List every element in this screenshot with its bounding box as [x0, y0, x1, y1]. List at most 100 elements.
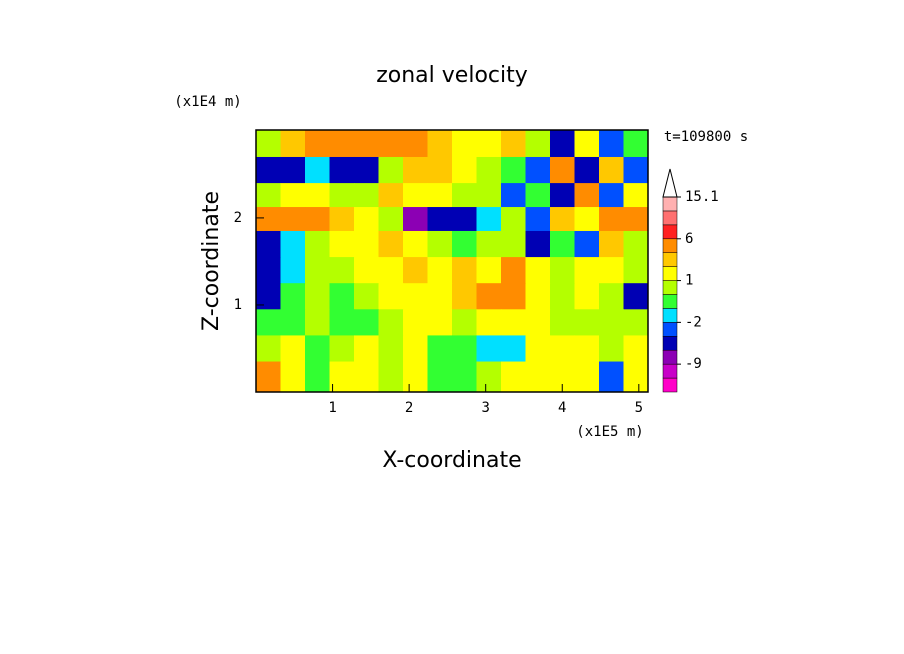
contour-cell: [599, 156, 624, 184]
contour-cell: [623, 309, 649, 336]
colorbar-swatch: [662, 252, 678, 267]
contour-cell: [256, 130, 281, 158]
contour-cell: [574, 156, 600, 184]
contour-cell: [574, 207, 600, 232]
contour-cell: [452, 183, 477, 208]
contour-cell: [427, 207, 453, 232]
contour-cell: [280, 156, 306, 184]
contour-cell: [574, 309, 600, 336]
contour-cell: [427, 309, 453, 336]
contour-cell: [427, 130, 453, 158]
contour-cell: [550, 156, 575, 184]
contour-cell: [476, 230, 502, 258]
contour-cell: [525, 207, 551, 232]
contour-cell: [501, 361, 526, 393]
contour-cell: [329, 130, 355, 158]
contour-cell: [525, 183, 551, 208]
contour-cell: [305, 309, 330, 336]
contour-cell: [329, 156, 355, 184]
contour-cell: [550, 257, 575, 284]
contour-cell: [574, 361, 600, 393]
contour-cell: [329, 230, 355, 258]
x-tick-label: 3: [481, 400, 489, 416]
contour-cell: [280, 361, 306, 393]
contour-cell: [623, 257, 649, 284]
contour-cell: [599, 283, 624, 310]
contour-cell: [452, 309, 477, 336]
contour-cell: [280, 335, 306, 363]
contour-cell: [623, 361, 649, 393]
contour-cell: [525, 130, 551, 158]
contour-cell: [452, 207, 477, 232]
contour-cell: [550, 283, 575, 310]
contour-cell: [501, 130, 526, 158]
contour-cell: [403, 309, 428, 336]
contour-cell: [550, 183, 575, 208]
contour-cell: [280, 257, 306, 284]
contour-cell: [305, 156, 330, 184]
colorbar-swatch: [662, 322, 678, 337]
contour-cell: [329, 361, 355, 393]
contour-cell: [452, 335, 477, 363]
contour-cell: [574, 130, 600, 158]
contour-cell: [305, 183, 330, 208]
contour-cell: [427, 183, 453, 208]
colorbar-swatch: [662, 196, 678, 212]
contour-cell: [378, 309, 404, 336]
x-unit: (x1E5 m): [576, 424, 643, 440]
contour-cell: [501, 335, 526, 363]
contour-cell: [329, 335, 355, 363]
contour-cell: [452, 283, 477, 310]
contour-cell: [476, 207, 502, 232]
colorbar-swatch: [662, 266, 678, 281]
contour-cell: [501, 257, 526, 284]
contour-cell: [280, 130, 306, 158]
x-tick-label: 5: [635, 400, 643, 416]
contour-cell: [476, 130, 502, 158]
chart-title: zonal velocity: [376, 63, 528, 88]
contour-cell: [403, 156, 428, 184]
contour-cell: [476, 257, 502, 284]
contour-cell: [354, 335, 379, 363]
contour-cell: [354, 283, 379, 310]
contour-cell: [574, 230, 600, 258]
contour-cell: [354, 183, 379, 208]
contour-cell: [403, 230, 428, 258]
contour-cell: [623, 130, 649, 158]
contour-cell: [256, 230, 281, 258]
contour-cell: [378, 257, 404, 284]
contour-cell: [476, 183, 502, 208]
contour-cell: [525, 257, 551, 284]
contour-cell: [329, 183, 355, 208]
plot-frame: [255, 129, 649, 393]
colorbar-tick-label: -9: [685, 356, 702, 372]
contour-cell: [256, 361, 281, 393]
colorbar-swatch: [662, 349, 678, 365]
contour-cell: [452, 130, 477, 158]
contour-cell: [599, 183, 624, 208]
contour-cell: [354, 130, 379, 158]
contour-cell: [378, 207, 404, 232]
contour-cell: [378, 156, 404, 184]
contour-cell: [525, 156, 551, 184]
contour-cell: [305, 230, 330, 258]
contour-cell: [599, 230, 624, 258]
contour-cell: [256, 335, 281, 363]
contour-cell: [476, 156, 502, 184]
contour-cell: [525, 230, 551, 258]
colorbar-tick-label: 1: [685, 273, 693, 289]
contour-cell: [256, 183, 281, 208]
contour-cell: [599, 257, 624, 284]
contour-cell: [378, 183, 404, 208]
contour-cell: [476, 283, 502, 310]
colorbar-swatch: [662, 308, 678, 323]
contour-cell: [501, 230, 526, 258]
contour-cell: [476, 309, 502, 336]
contour-cell: [452, 230, 477, 258]
contour-cell: [427, 361, 453, 393]
contour-cell: [427, 156, 453, 184]
contour-cell: [501, 283, 526, 310]
contour-cell: [256, 283, 281, 310]
contour-cell: [305, 257, 330, 284]
